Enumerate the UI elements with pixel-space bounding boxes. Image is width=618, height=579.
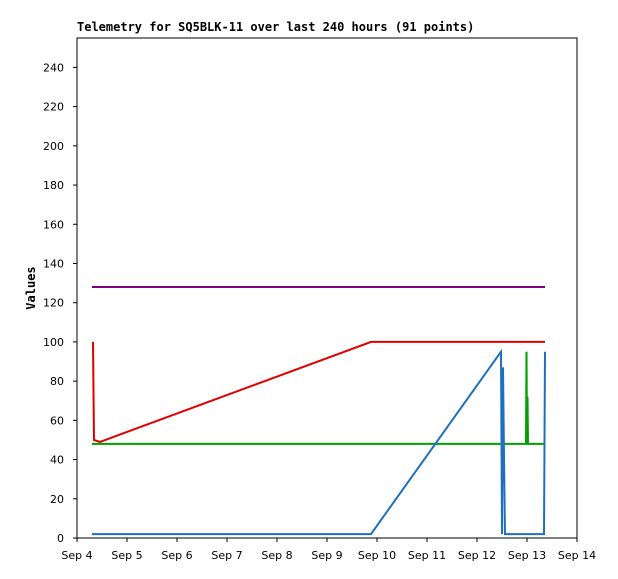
series-line [92, 348, 546, 536]
y-axis-title: Values [24, 266, 38, 309]
x-tick-label: Sep 11 [408, 549, 446, 562]
chart-title: Telemetry for SQ5BLK-11 over last 240 ho… [77, 20, 474, 34]
x-tick-label: Sep 13 [508, 549, 546, 562]
y-tick-label: 240 [43, 61, 64, 74]
y-tick-label: 60 [50, 414, 64, 427]
y-tick-label: 40 [50, 454, 64, 467]
series-line [92, 340, 545, 443]
y-tick-label: 0 [57, 532, 64, 545]
y-tick-label: 100 [43, 336, 64, 349]
x-tick-label: Sep 9 [311, 549, 342, 562]
y-tick-label: 140 [43, 257, 64, 270]
y-tick-label: 20 [50, 493, 64, 506]
series-line [92, 351, 545, 445]
x-tick-label: Sep 10 [358, 549, 396, 562]
y-tick-label: 160 [43, 218, 64, 231]
x-tick-label: Sep 6 [161, 549, 192, 562]
y-tick-label: 180 [43, 179, 64, 192]
y-tick-label: 200 [43, 140, 64, 153]
x-tick-label: Sep 14 [558, 549, 596, 562]
x-tick-label: Sep 12 [458, 549, 496, 562]
x-tick-label: Sep 4 [61, 549, 92, 562]
x-tick-label: Sep 5 [111, 549, 142, 562]
x-tick-label: Sep 7 [211, 549, 242, 562]
y-tick-label: 80 [50, 375, 64, 388]
x-tick-label: Sep 8 [261, 549, 292, 562]
y-tick-label: 220 [43, 101, 64, 114]
y-tick-label: 120 [43, 297, 64, 310]
